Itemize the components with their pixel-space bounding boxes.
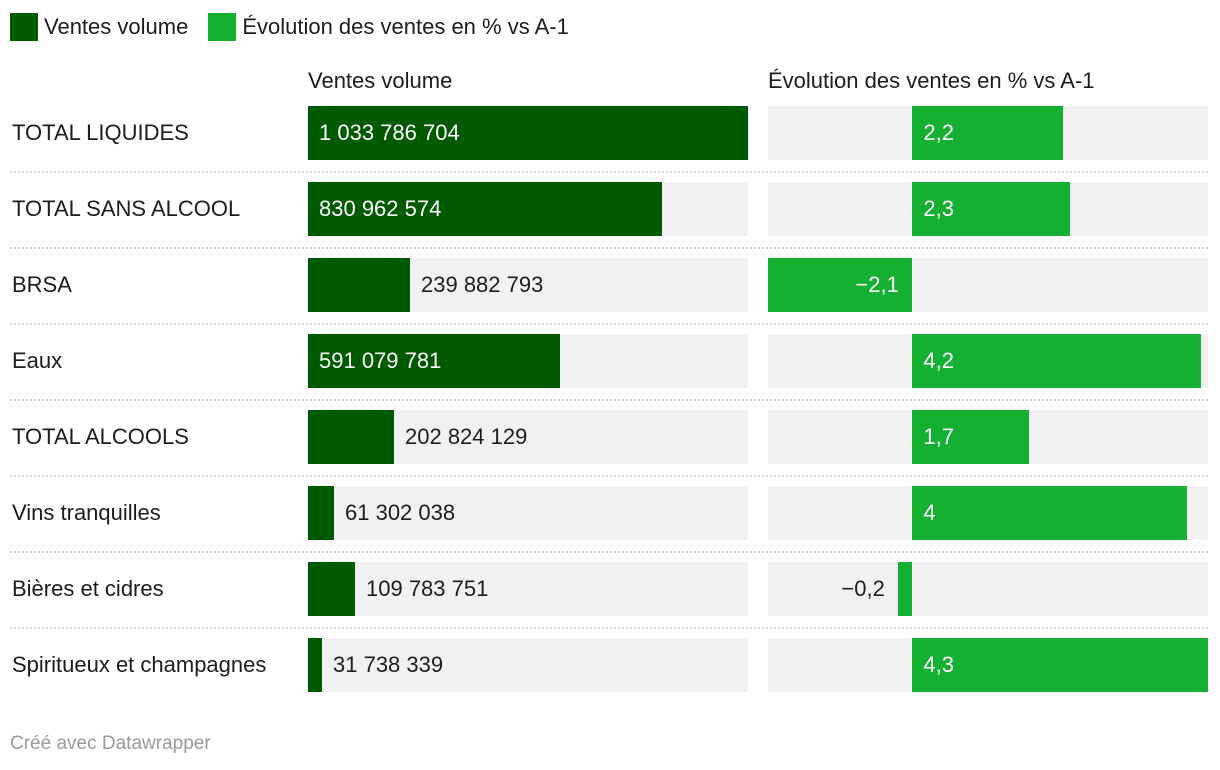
volume-value-label: 591 079 781 (319, 348, 442, 373)
volume-track (308, 486, 748, 540)
row-separator (10, 247, 1208, 249)
volume-bar (308, 638, 322, 692)
evolution-bar (898, 562, 913, 616)
legend: Ventes volume Évolution des ventes en % … (10, 12, 589, 42)
row-separator (10, 475, 1208, 477)
row-label: BRSA (12, 272, 72, 297)
evolution-value-label: 2,2 (923, 120, 954, 145)
evolution-track (768, 562, 1208, 616)
volume-value-label: 239 882 793 (421, 272, 544, 297)
table-row: TOTAL ALCOOLS 202 824 129 1,7 (10, 410, 1210, 486)
row-label: Eaux (12, 348, 63, 373)
evolution-value-label: 2,3 (923, 196, 954, 221)
column-header-evolution: Évolution des ventes en % vs A-1 (768, 68, 1095, 93)
volume-bar (308, 410, 394, 464)
evolution-value-label: 1,7 (923, 424, 954, 449)
row-label: Spiritueux et champagnes (12, 652, 267, 677)
evolution-value-label: 4 (923, 500, 936, 525)
row-label: TOTAL SANS ALCOOL (12, 196, 241, 221)
evolution-value-label: 4,2 (923, 348, 954, 373)
volume-value-label: 109 783 751 (366, 576, 489, 601)
table-row: BRSA 239 882 793 −2,1 (10, 258, 1210, 334)
evolution-value-label: −2,1 (855, 272, 899, 297)
legend-item-volume: Ventes volume (10, 13, 188, 41)
table-row: Vins tranquilles 61 302 038 4 (10, 486, 1210, 562)
volume-bar (308, 258, 410, 312)
evolution-bar (912, 106, 1064, 160)
volume-value-label: 1 033 786 704 (319, 120, 460, 145)
evolution-bar (912, 334, 1202, 388)
footer-credit: Créé avec Datawrapper (10, 733, 211, 754)
table-row: Eaux 591 079 781 4,2 (10, 334, 1210, 410)
volume-value-label: 830 962 574 (319, 196, 442, 221)
evolution-bar (768, 258, 913, 312)
row-separator (10, 627, 1208, 629)
volume-bar (308, 106, 748, 160)
legend-swatch-evolution (208, 13, 237, 41)
evolution-bar (912, 410, 1030, 464)
table-row: TOTAL LIQUIDES 1 033 786 704 2,2 (10, 106, 1210, 182)
row-separator (10, 399, 1208, 401)
volume-bar (308, 334, 560, 388)
volume-value-label: 202 824 129 (405, 424, 528, 449)
volume-track (308, 562, 748, 616)
table-row: Spiritueux et champagnes 31 738 339 4,3 (10, 638, 1210, 714)
legend-label-evolution: Évolution des ventes en % vs A-1 (242, 14, 569, 39)
legend-item-evolution: Évolution des ventes en % vs A-1 (208, 13, 569, 41)
row-label: Vins tranquilles (12, 500, 161, 525)
evolution-value-label: −0,2 (841, 576, 885, 601)
row-separator (10, 323, 1208, 325)
legend-label-volume: Ventes volume (44, 14, 189, 39)
volume-bar (308, 486, 334, 540)
row-separator (10, 171, 1208, 173)
volume-value-label: 31 738 339 (333, 652, 444, 677)
volume-bar (308, 562, 355, 616)
evolution-bar (912, 486, 1188, 540)
row-label: TOTAL ALCOOLS (12, 424, 189, 449)
row-label: Bières et cidres (12, 576, 164, 601)
volume-track (308, 638, 748, 692)
table-row: Bières et cidres 109 783 751 −0,2 (10, 562, 1210, 638)
volume-bar (308, 182, 662, 236)
table-row: TOTAL SANS ALCOOL 830 962 574 2,3 (10, 182, 1210, 258)
column-header-volume: Ventes volume (308, 68, 453, 93)
row-separator (10, 551, 1208, 553)
evolution-value-label: 4,3 (923, 652, 954, 677)
volume-value-label: 61 302 038 (345, 500, 456, 525)
evolution-bar (912, 638, 1209, 692)
evolution-bar (912, 182, 1071, 236)
row-label: TOTAL LIQUIDES (12, 120, 189, 145)
legend-swatch-volume (10, 13, 38, 41)
